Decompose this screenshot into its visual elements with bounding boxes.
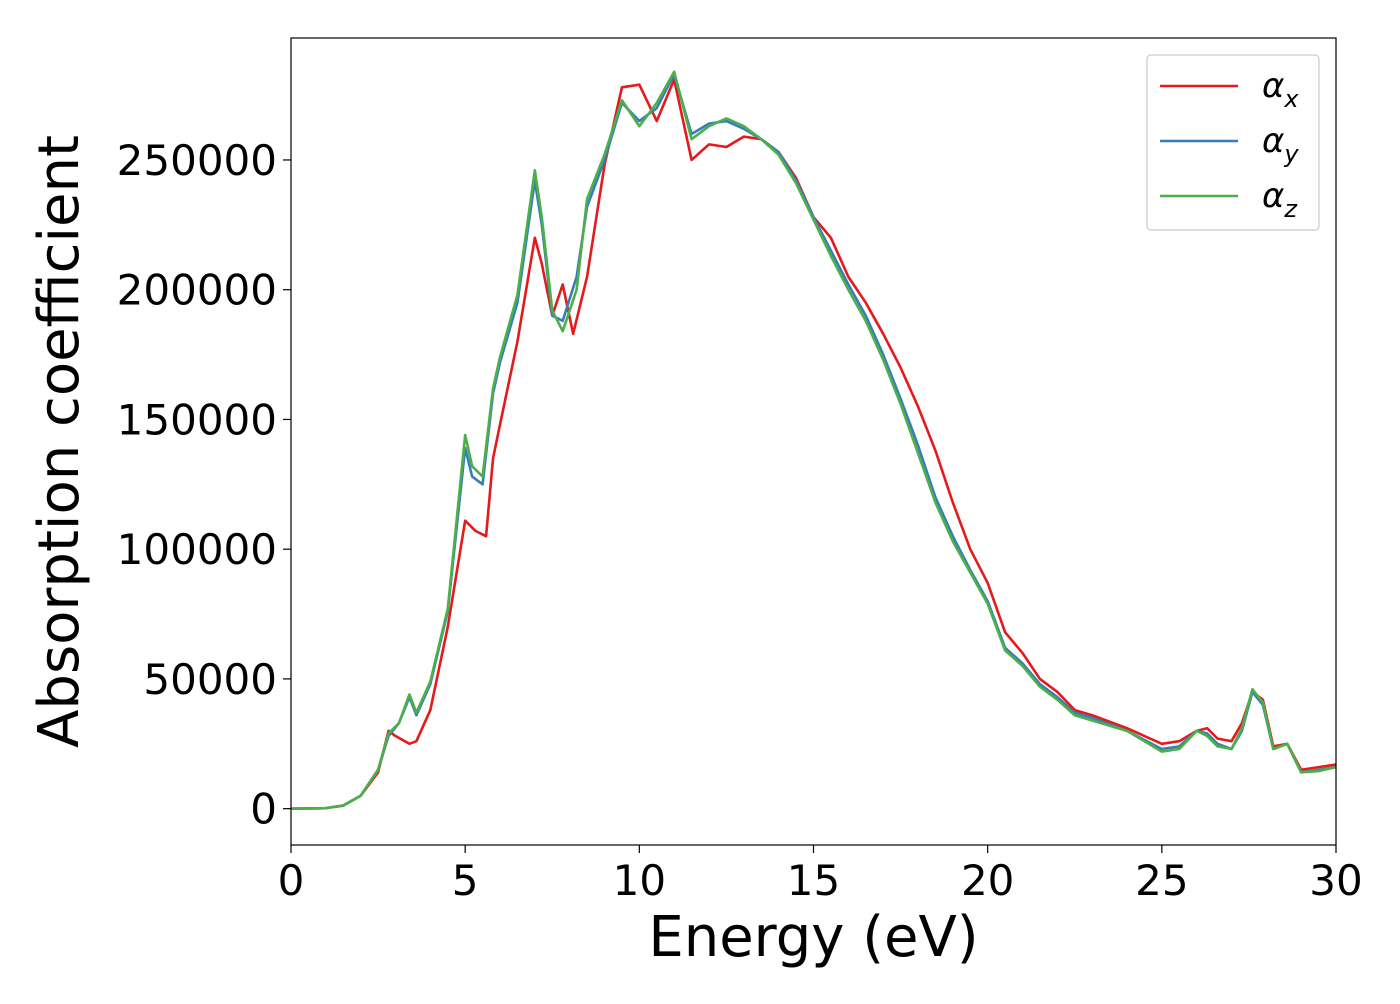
series-layer	[290, 70, 1337, 810]
x-axis-label: Energy (eV)	[648, 905, 978, 970]
y-tick-label: 200000	[117, 266, 277, 315]
x-tick-label: 5	[452, 856, 479, 905]
legend-box	[1146, 54, 1320, 231]
x-tick-label: 15	[787, 856, 840, 905]
x-tick-label: 0	[278, 856, 305, 905]
y-tick-label: 0	[250, 785, 277, 834]
y-axis-label: Absorption coefficient	[27, 135, 92, 748]
x-tick-label: 30	[1309, 856, 1362, 905]
y-tick-label: 100000	[117, 525, 277, 574]
x-tick-label: 20	[961, 856, 1014, 905]
x-tick-label: 25	[1135, 856, 1188, 905]
y-tick-label: 250000	[117, 136, 277, 185]
y-ticks: 0 50000 100000 150000 200000 250000	[117, 136, 291, 834]
series-line-z	[290, 70, 1337, 810]
x-tick-label: 10	[613, 856, 666, 905]
x-ticks: 0 5 10 15 20 25 30	[278, 845, 1363, 905]
y-tick-label: 50000	[143, 655, 277, 704]
y-tick-label: 150000	[117, 395, 277, 444]
